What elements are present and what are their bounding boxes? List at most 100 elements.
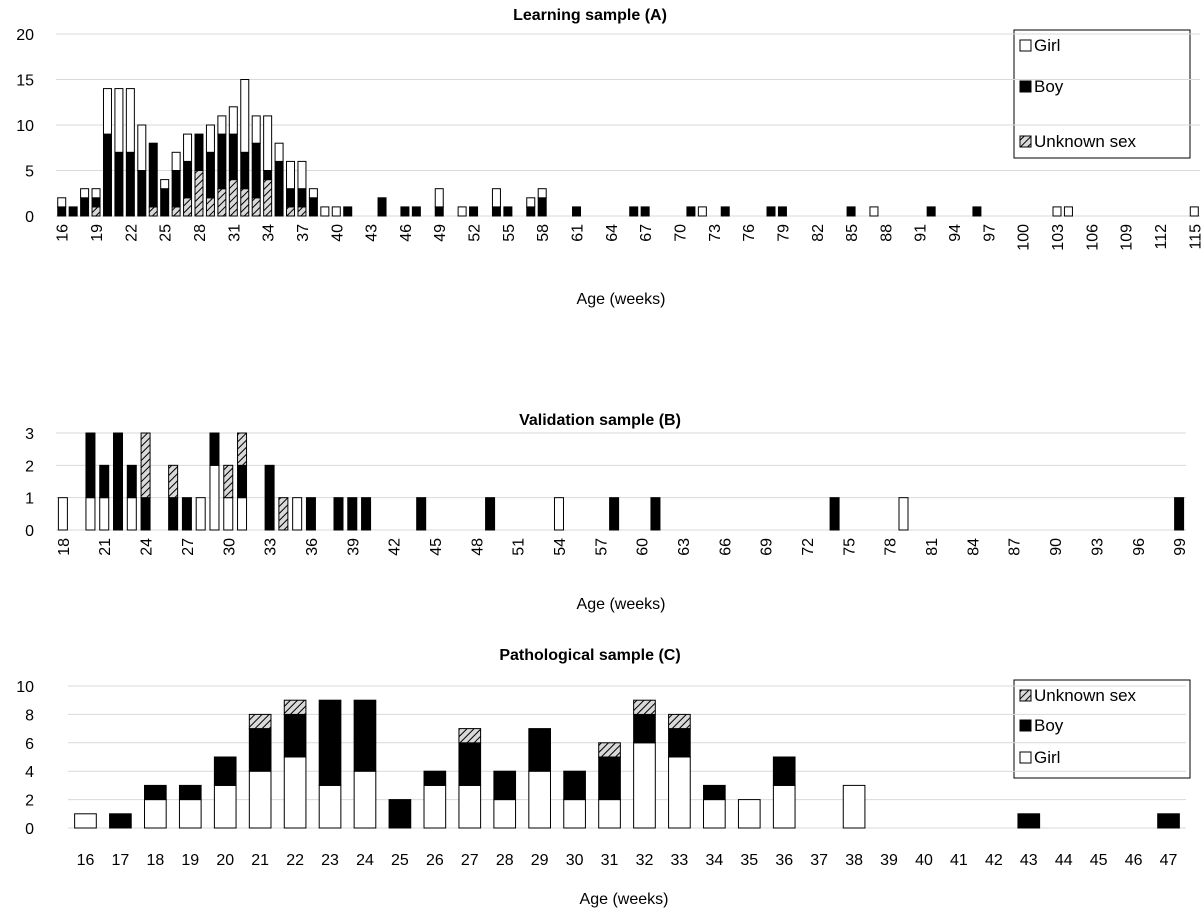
bar-segment-girl bbox=[74, 813, 97, 829]
bar-segment-boy bbox=[102, 133, 112, 217]
bar-segment-boy bbox=[829, 497, 840, 531]
x-tick-label: 72 bbox=[800, 538, 817, 556]
bar-segment-girl bbox=[598, 799, 621, 829]
x-tick-label: 41 bbox=[950, 852, 968, 869]
x-tick-label: 45 bbox=[428, 538, 445, 556]
x-tick-label: 88 bbox=[878, 224, 895, 242]
bar-segment-girl bbox=[898, 497, 909, 531]
bar-segment-boy bbox=[274, 160, 284, 217]
y-tick-label: 10 bbox=[16, 118, 34, 135]
bar-segment-boy bbox=[361, 497, 372, 531]
y-tick-label: 2 bbox=[25, 793, 34, 810]
bar-segment-girl bbox=[228, 106, 238, 135]
x-tick-label: 31 bbox=[226, 224, 243, 242]
bar-segment-boy bbox=[650, 497, 661, 531]
bar-segment-girl bbox=[553, 497, 564, 531]
bar-segment-boy bbox=[458, 742, 482, 786]
legend: Girl Boy Unknown sex bbox=[1013, 29, 1191, 159]
bar-segment-unknown-sex bbox=[598, 742, 621, 758]
bar-segment-girl bbox=[274, 142, 284, 162]
bar-segment-boy bbox=[297, 188, 307, 208]
bar-segment-girl bbox=[248, 770, 272, 829]
x-tick-label: 112 bbox=[1153, 224, 1170, 250]
bar-segment-unknown-sex bbox=[297, 206, 307, 217]
y-tick-label: 5 bbox=[25, 164, 34, 181]
x-tick-label: 37 bbox=[810, 852, 828, 869]
x-tick-label: 106 bbox=[1084, 224, 1101, 251]
bar-segment-boy bbox=[598, 756, 621, 801]
x-tick-label: 33 bbox=[671, 852, 689, 869]
y-tick-label: 0 bbox=[25, 209, 34, 226]
x-tick-label: 49 bbox=[432, 224, 449, 242]
bar-segment-boy bbox=[400, 206, 410, 217]
y-tick-label: 1 bbox=[25, 491, 34, 508]
bar-segment-boy bbox=[416, 497, 427, 531]
bar-segment-girl bbox=[223, 497, 234, 531]
x-tick-label: 66 bbox=[717, 538, 734, 556]
legend-box bbox=[1013, 29, 1191, 159]
x-tick-label: 17 bbox=[112, 852, 130, 869]
x-tick-label: 69 bbox=[759, 538, 776, 556]
bar-segment-boy bbox=[217, 133, 227, 190]
bar-segment-unknown-sex bbox=[251, 197, 261, 217]
bar-segment-unknown-sex bbox=[140, 432, 151, 499]
bar-segment-girl bbox=[308, 188, 318, 199]
bar-segment-boy bbox=[485, 497, 496, 531]
bar-segment-unknown-sex bbox=[458, 728, 482, 744]
x-tick-label: 67 bbox=[638, 224, 655, 242]
bar-segment-boy bbox=[283, 713, 307, 758]
bar-segment-boy bbox=[263, 170, 273, 181]
bar-segment-boy bbox=[109, 813, 132, 829]
bar-segment-boy bbox=[140, 497, 151, 531]
x-tick-label: 82 bbox=[810, 224, 827, 242]
bar-segment-unknown-sex bbox=[283, 699, 307, 715]
bar-segment-boy bbox=[703, 784, 726, 801]
chart-validation-sample: Validation sample (B) Age (weeks) 0 1 2 3 18… bbox=[25, 412, 1189, 613]
bar-segment-boy bbox=[57, 206, 67, 217]
x-tick-label: 81 bbox=[924, 538, 941, 556]
legend: Unknown sex Boy Girl bbox=[1013, 679, 1191, 779]
x-tick-label: 16 bbox=[55, 224, 72, 242]
x-tick-label: 61 bbox=[570, 224, 587, 242]
x-tick-label: 43 bbox=[1020, 852, 1038, 869]
bar-segment-boy bbox=[148, 142, 158, 208]
bar-segment-boy bbox=[347, 497, 358, 531]
x-tick-label: 73 bbox=[707, 224, 724, 242]
bar-segment-unknown-sex bbox=[183, 197, 193, 217]
bar-segment-boy bbox=[377, 197, 387, 217]
bar-segment-unknown-sex bbox=[217, 188, 227, 217]
x-tick-label: 91 bbox=[913, 224, 930, 242]
bar-segment-girl bbox=[842, 784, 866, 829]
bar-segment-girl bbox=[457, 206, 467, 217]
bar-segment-boy bbox=[388, 799, 412, 829]
x-axis: 16 19 22 25 28 31 34 37 40 43 46 49 52 55 58 61 64 67 70 73… bbox=[55, 224, 1201, 251]
bar-segment-boy bbox=[114, 151, 124, 217]
bar-segment-boy bbox=[343, 206, 353, 217]
y-axis: 0 1 2 3 bbox=[25, 426, 34, 540]
bar-segment-boy bbox=[926, 206, 936, 217]
bar-segment-girl bbox=[160, 179, 170, 190]
bar-segment-boy bbox=[411, 206, 421, 217]
x-tick-label: 46 bbox=[398, 224, 415, 242]
x-tick-label: 60 bbox=[635, 538, 652, 556]
bar-segment-girl bbox=[318, 784, 342, 829]
bar-segment-boy bbox=[68, 206, 78, 217]
x-tick-label: 18 bbox=[146, 852, 164, 869]
y-axis: 0 2 4 6 8 10 bbox=[16, 679, 34, 838]
x-tick-label: 43 bbox=[364, 224, 381, 242]
bar-segment-boy bbox=[113, 432, 124, 531]
y-tick-label: 0 bbox=[25, 523, 34, 540]
y-tick-label: 6 bbox=[25, 736, 34, 753]
x-tick-label: 103 bbox=[1050, 224, 1067, 251]
legend-label-boy: Boy bbox=[1034, 716, 1064, 735]
y-tick-label: 0 bbox=[25, 821, 34, 838]
x-tick-label: 90 bbox=[1048, 538, 1065, 556]
bar-segment-girl bbox=[125, 88, 135, 153]
bar-segment-girl bbox=[491, 188, 501, 208]
bars bbox=[57, 79, 1199, 217]
bar-segment-girl bbox=[563, 799, 586, 829]
bar-segment-girl bbox=[240, 79, 250, 153]
bar-segment-girl bbox=[434, 188, 444, 208]
